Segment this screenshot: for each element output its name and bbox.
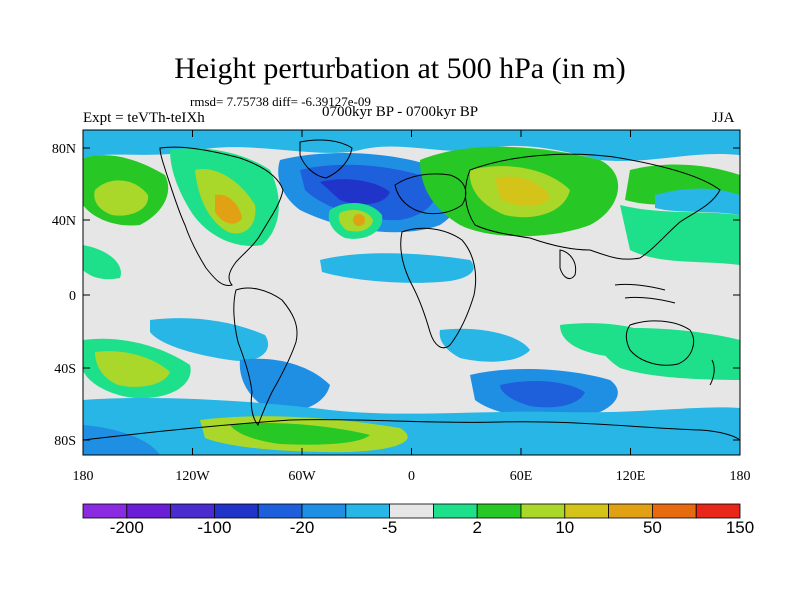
lat-tick-label: 40S [54,362,76,377]
colorbar-swatch [520,503,566,519]
field-sio-blue [500,380,585,408]
colorbar-label: -100 [197,518,231,537]
colorbar-label: 150 [726,518,754,537]
colorbar-swatch [652,503,697,519]
lon-tick-label: 120W [175,469,210,484]
experiment-label: Expt = teVTh-teIXh [83,110,205,126]
field-sam-lightblue [239,358,330,412]
field-na-orange [215,194,242,224]
colorbar-label: 50 [643,518,662,537]
coastline-africa [400,227,477,349]
coastline-new-zealand [709,359,715,386]
figure-title: Height perturbation at 500 hPa (in m) [174,52,626,85]
lat-tick-label: 80S [54,434,76,449]
colorbar-swatch [345,503,390,519]
colorbar-swatch [564,503,609,519]
lon-tick-label: 180 [730,469,751,484]
colorbar-swatch [432,503,478,519]
season-label: JJA [712,110,735,126]
coastline-europe [394,173,467,215]
coastlines [83,139,740,441]
coastline-greenland [299,139,353,179]
lon-axis: 180 120W 60W 0 60E 120E 180 [73,130,751,484]
colorbar-label: -5 [382,518,397,537]
colorbar-swatch [695,503,741,519]
period-label: 0700kyr BP - 0700kyr BP [322,104,479,120]
lon-tick-label: 60E [510,469,533,484]
colorbar-label: -20 [290,518,315,537]
field-band-north [83,130,740,162]
colorbar-swatch [389,503,434,519]
coastline-antarctica [83,419,740,441]
lat-tick-label: 80N [52,142,76,157]
colorbar-label: -200 [110,518,144,537]
lat-axis: 80N 40N 0 40S 80S [52,142,740,449]
field-epac-green [83,245,121,280]
colorbar-swatch [170,503,215,519]
field-trop-atl-cyan [320,253,474,283]
field-sw-lightblue [83,425,160,455]
coastline-india [559,249,577,279]
colorbar-label: 2 [472,518,481,537]
coastline-asia [464,153,721,260]
coastline-south-america [233,287,298,426]
colorbar-swatch [213,503,259,519]
lon-tick-label: 180 [73,469,94,484]
field-spac-cyan [150,318,269,361]
lat-tick-label: 40N [52,214,76,229]
colorbar-swatch [301,503,347,519]
colorbar-swatch [257,503,303,519]
colorbar [82,503,741,519]
colorbar-label: 10 [555,518,574,537]
coastline-australia [625,320,694,366]
lat-tick-label: 0 [69,289,76,304]
field-npac-yellow [94,180,149,216]
coastline-indonesia [614,283,676,304]
colorbar-swatch [608,503,653,519]
lon-tick-label: 60W [288,469,316,484]
field-sepac-yellow [95,351,170,387]
height-anomaly-field [83,130,740,455]
colorbar-labels: -200 -100 -20 -5 2 10 50 150 [110,518,754,537]
field-wpac-cyan [655,188,740,215]
field-antarctic-green [230,423,370,445]
field-matl-orange [353,214,365,226]
field-atl-darkblue [320,179,390,205]
stats-line: rmsd= 7.75738 diff= -6.39127e-09 [190,94,371,109]
field-aus-green [598,328,740,380]
coastline-north-america [159,146,284,287]
colorbar-swatch [126,503,172,519]
field-satl-cyan [439,328,530,362]
field-eur-ochre [495,176,550,207]
lon-tick-label: 0 [408,469,415,484]
lon-tick-label: 120E [616,469,646,484]
colorbar-swatch [476,503,522,519]
colorbar-swatch [82,503,128,519]
